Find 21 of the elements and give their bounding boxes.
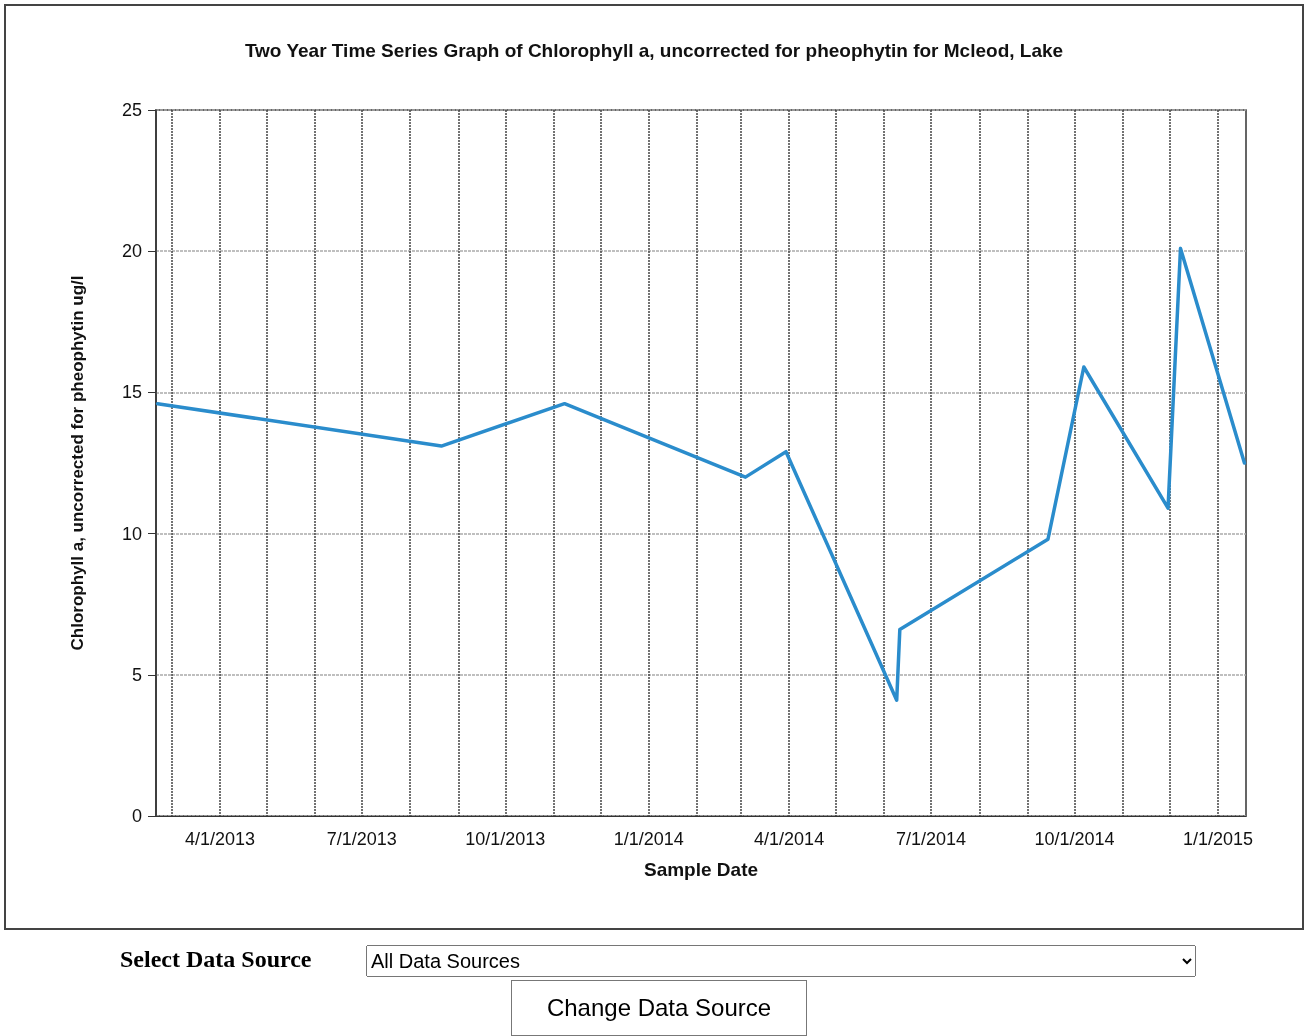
x-tick-label: 1/1/2014 (613, 829, 684, 849)
x-tick-label: 4/1/2014 (754, 829, 825, 849)
x-axis-title: Sample Date (643, 859, 759, 880)
y-axis-title: Chlorophyll a, uncorrected for pheophytin ug/l (68, 275, 87, 651)
data-source-dropdown: All Data Sources (366, 945, 1196, 977)
y-tick-label: 25 (121, 100, 142, 120)
x-tick-label: 1/1/2015 (1182, 829, 1253, 849)
change-source-button: Change Data Source (511, 980, 807, 1036)
line-series (155, 246, 1247, 702)
x-tick-label: 10/1/2014 (1034, 829, 1115, 849)
x-tick-label: 4/1/2013 (184, 829, 255, 849)
y-tick-label: 10 (121, 523, 142, 544)
x-tick-label: 7/1/2014 (895, 829, 967, 849)
chart-title: Two Year Time Series Graph of Chlorophyll a, uncorrected for pheophytin for Mcleod, Lake (244, 40, 1064, 61)
y-tick-label: 20 (121, 241, 142, 262)
y-tick-label: 0 (131, 806, 142, 826)
y-tick-label: 15 (121, 382, 142, 403)
y-tick-label: 5 (131, 664, 142, 685)
x-tick-label: 10/1/2013 (465, 829, 546, 849)
data-source-label: Select Data Source (120, 946, 312, 973)
x-tick-label: 7/1/2013 (326, 829, 397, 849)
